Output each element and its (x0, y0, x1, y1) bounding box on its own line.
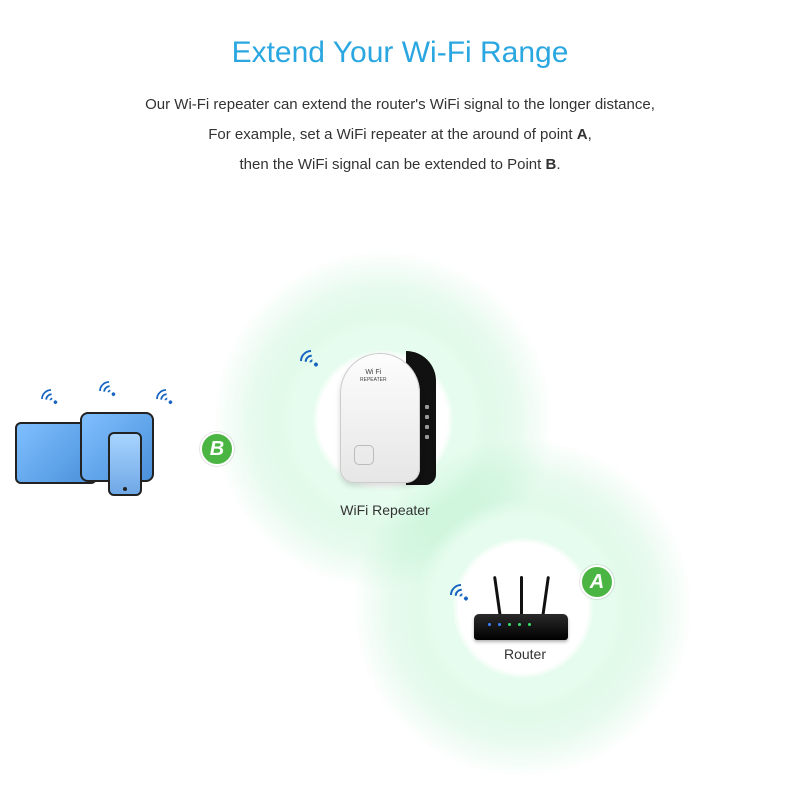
description-block: Our Wi-Fi repeater can extend the router… (0, 90, 800, 180)
diagram-stage: B Wi FiREPEATER WiFi Repeater A Router (0, 220, 800, 800)
wifi-icon (37, 385, 65, 413)
desc-line3a: then the WiFi signal can be extended to … (239, 156, 545, 173)
desc-line2a: For example, set a WiFi repeater at the … (208, 126, 577, 143)
antenna-icon (541, 576, 550, 618)
phone-icon (108, 432, 142, 496)
desc-line3-bold: B (546, 156, 557, 173)
page-title: Extend Your Wi-Fi Range (0, 36, 800, 70)
client-devices (40, 410, 200, 500)
router-device (466, 570, 576, 640)
desc-line3b: . (556, 156, 560, 173)
desc-line2b: , (588, 126, 592, 143)
wifi-repeater-device: Wi FiREPEATER (330, 345, 440, 495)
antenna-icon (493, 576, 502, 618)
point-a-badge: A (580, 565, 614, 599)
wifi-icon (95, 377, 123, 405)
desc-line2-bold: A (577, 126, 588, 143)
wifi-icon (152, 385, 180, 413)
repeater-label: WiFi Repeater (335, 502, 435, 518)
desc-line1: Our Wi-Fi repeater can extend the router… (145, 96, 655, 113)
antenna-icon (520, 576, 523, 618)
repeater-device-label: Wi FiREPEATER (360, 369, 387, 383)
point-b-badge: B (200, 432, 234, 466)
router-label: Router (490, 646, 560, 662)
